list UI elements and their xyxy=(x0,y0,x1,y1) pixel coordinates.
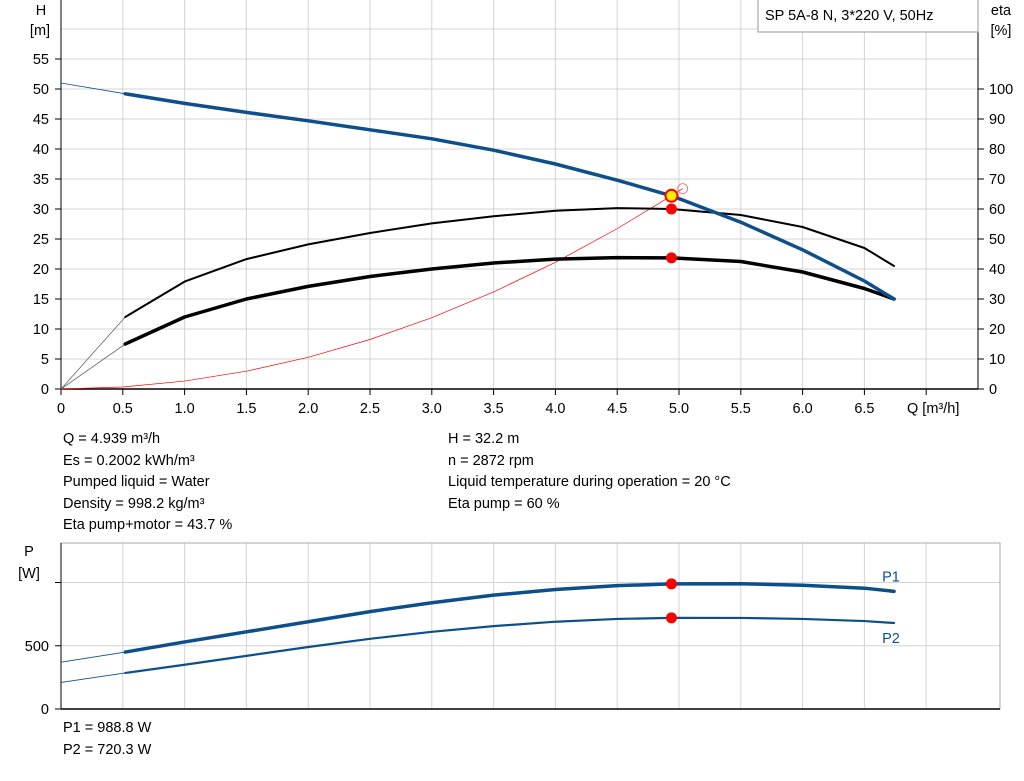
eta-tick-label: 10 xyxy=(989,352,1005,368)
x-tick-label: 6.5 xyxy=(854,401,874,417)
power-axis-unit: [W] xyxy=(18,566,40,582)
result-temperature: Liquid temperature during operation = 20… xyxy=(448,474,731,491)
y-tick-label: 30 xyxy=(33,202,49,218)
head-operating-point xyxy=(664,188,679,203)
eta-pump-motor-curve xyxy=(123,255,896,346)
x-tick-label: 4.0 xyxy=(545,401,565,417)
y-tick-label: 5 xyxy=(41,352,49,368)
power-curve-p1-extension xyxy=(60,651,126,663)
y-tick-label: 20 xyxy=(33,262,49,278)
eta-pump-curve-extension xyxy=(60,316,126,390)
result-speed: n = 2872 rpm xyxy=(448,452,534,469)
power-series-label-p1: P1 xyxy=(882,569,900,585)
result-p1: P1 = 988.8 W xyxy=(63,720,152,736)
power-y-tick-label: 0 xyxy=(41,702,49,718)
p1-operating-point xyxy=(665,578,677,590)
y-tick-label: 15 xyxy=(33,292,49,308)
result-eta-pump: Eta pump = 60 % xyxy=(448,495,560,512)
system-curve-end-marker xyxy=(677,183,689,195)
eta-tick-label: 90 xyxy=(989,112,1005,128)
eta-tick-label: 100 xyxy=(989,82,1013,98)
x-tick-label: 4.5 xyxy=(607,401,627,417)
y-axis-unit-right: [%] xyxy=(991,23,1012,39)
eta-tick-label: 60 xyxy=(989,202,1005,218)
result-specific-energy: Es = 0.2002 kWh/m³ xyxy=(63,452,195,469)
x-tick-label: 2.0 xyxy=(298,401,318,417)
x-tick-label: 5.5 xyxy=(731,401,751,417)
x-tick-label: 2.5 xyxy=(360,401,380,417)
power-curve-p2-extension xyxy=(60,672,126,683)
legend-box xyxy=(757,0,979,33)
results-power: P1 = 988.8 W P2 = 720.3 W xyxy=(63,718,151,761)
x-tick-label: 1.5 xyxy=(236,401,256,417)
eta-tick-label: 70 xyxy=(989,172,1005,188)
eta-tick-label: 80 xyxy=(989,142,1005,158)
result-p2: P2 = 720.3 W xyxy=(63,741,152,758)
y-tick-label: 45 xyxy=(33,112,49,128)
p2-operating-point xyxy=(665,612,677,624)
x-tick-label: 3.5 xyxy=(484,401,504,417)
y-tick-label: 40 xyxy=(33,142,49,158)
head-curve-extension xyxy=(60,82,126,95)
eta-pump-curve xyxy=(124,207,896,318)
y-axis-label-left: H xyxy=(36,3,46,19)
y-tick-label: 35 xyxy=(33,172,49,188)
power-series-label-p2: P2 xyxy=(882,631,900,647)
power-plot-frame xyxy=(60,542,1001,710)
x-axis-label: Q [m³/h] xyxy=(907,401,959,417)
power-axis-label: P xyxy=(24,544,34,560)
x-tick-label: 0 xyxy=(57,401,65,417)
result-liquid: Pumped liquid = Water xyxy=(63,474,210,491)
power-y-tick-label: 500 xyxy=(25,639,49,655)
results-right: H = 32.2 m n = 2872 rpm Liquid temperatu… xyxy=(448,429,731,515)
power-curve-p2 xyxy=(124,616,896,675)
y-tick-label: 0 xyxy=(41,382,49,398)
x-tick-label: 3.0 xyxy=(422,401,442,417)
x-tick-label: 5.0 xyxy=(669,401,689,417)
eta-tick-label: 50 xyxy=(989,232,1005,248)
x-tick-label: 6.0 xyxy=(793,401,813,417)
y-axis-unit-left: [m] xyxy=(30,23,50,39)
x-tick-label: 1.0 xyxy=(175,401,195,417)
result-flow: Q = 4.939 m³/h xyxy=(63,431,161,447)
chart-title: SP 5A-8 N, 3*220 V, 50Hz xyxy=(765,8,933,24)
y-tick-label: 25 xyxy=(33,232,49,248)
y-tick-label: 50 xyxy=(33,82,49,98)
y-axis-label-right: eta xyxy=(991,3,1012,19)
eta-pump-motor-operating-point xyxy=(665,252,677,264)
results-left: Q = 4.939 m³/h Es = 0.2002 kWh/m³ Pumped… xyxy=(63,429,232,537)
head-curve xyxy=(123,92,896,301)
power-curve-p1 xyxy=(123,582,896,654)
eta-tick-label: 30 xyxy=(989,292,1005,308)
y-tick-label: 55 xyxy=(33,52,49,68)
result-density: Density = 998.2 kg/m³ xyxy=(63,495,205,512)
eta-pump-operating-point xyxy=(665,203,677,215)
eta-tick-label: 20 xyxy=(989,322,1005,338)
eta-tick-label: 40 xyxy=(989,262,1005,278)
y-tick-label: 10 xyxy=(33,322,49,338)
result-head: H = 32.2 m xyxy=(448,431,520,447)
x-tick-label: 0.5 xyxy=(113,401,133,417)
system-curve xyxy=(60,188,683,390)
result-eta-pump-motor: Eta pump+motor = 43.7 % xyxy=(63,517,233,534)
eta-pump-motor-curve-extension xyxy=(60,343,126,390)
eta-tick-label: 0 xyxy=(989,382,997,398)
